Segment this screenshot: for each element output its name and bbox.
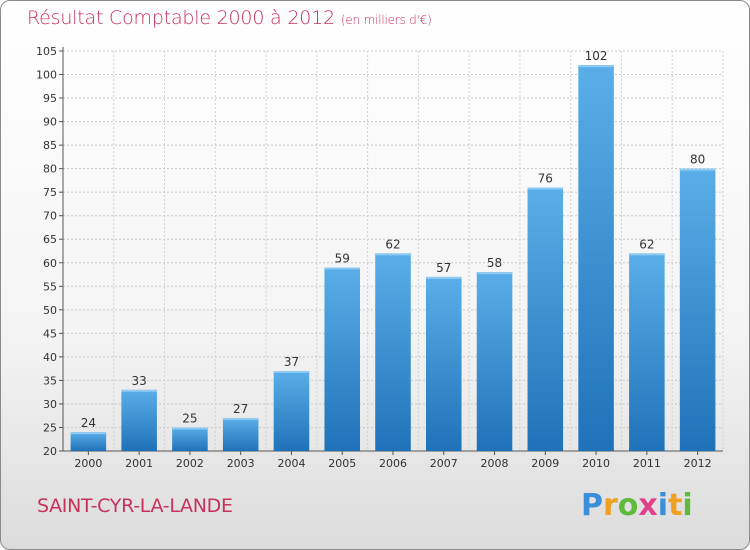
y-tick-label: 75 (43, 186, 57, 199)
bar (70, 432, 107, 451)
y-tick-label: 70 (43, 210, 57, 223)
logo-letter: i (657, 488, 669, 523)
y-tick-label: 30 (43, 398, 57, 411)
x-tick-label: 2001 (125, 457, 153, 470)
bar-value-label: 24 (81, 416, 96, 430)
chart-title-text: Résultat Comptable 2000 à 2012 (27, 7, 335, 29)
y-tick-label: 35 (43, 374, 57, 387)
x-tick-label: 2010 (582, 457, 610, 470)
x-tick-label: 2004 (277, 457, 305, 470)
bar-top-highlight (273, 371, 310, 373)
x-tick-label: 2012 (684, 457, 712, 470)
y-tick-label: 50 (43, 304, 57, 317)
y-tick-label: 60 (43, 257, 57, 270)
bar-top-highlight (70, 432, 107, 435)
bar (273, 371, 310, 451)
bar-top-highlight (679, 168, 716, 171)
bar-top-highlight (121, 389, 157, 392)
bar-top-highlight (375, 253, 411, 256)
bar-value-label: 33 (132, 374, 147, 388)
bar-value-label: 62 (639, 237, 654, 251)
bar (375, 253, 411, 451)
y-tick-label: 100 (36, 69, 57, 82)
bar-top-highlight (172, 427, 208, 430)
x-tick-label: 2007 (430, 457, 458, 470)
x-tick-label: 2002 (176, 457, 204, 470)
bar-top-highlight (578, 65, 614, 68)
bar (172, 427, 208, 451)
chart-subtitle: (en milliers d'€) (340, 13, 432, 27)
bar-value-label: 27 (233, 402, 248, 416)
bar-top-highlight (324, 267, 360, 270)
bar (426, 276, 462, 451)
bar-top-highlight (426, 276, 462, 279)
proxiti-logo[interactable]: Proxiti (581, 488, 693, 523)
x-tick-label: 2011 (633, 457, 661, 470)
bar-value-label: 59 (335, 251, 350, 265)
bar (679, 168, 716, 451)
bar-value-label: 58 (487, 256, 502, 270)
y-tick-label: 40 (43, 351, 57, 364)
y-tick-label: 65 (43, 233, 57, 246)
bar-value-label: 102 (585, 49, 608, 63)
logo-letter: x (638, 488, 658, 523)
bar-top-highlight (476, 272, 513, 275)
y-tick-label: 55 (43, 280, 57, 293)
x-tick-label: 2000 (74, 457, 102, 470)
bar-value-label: 62 (385, 237, 400, 251)
bar-top-highlight (527, 187, 564, 190)
logo-letter: t (668, 488, 683, 523)
bar-value-label: 57 (436, 261, 451, 275)
bar (527, 187, 564, 451)
y-tick-label: 85 (43, 139, 57, 152)
x-tick-label: 2005 (328, 457, 356, 470)
y-tick-label: 80 (43, 163, 57, 176)
x-tick-label: 2003 (227, 457, 255, 470)
logo-letter: P (581, 488, 603, 523)
chart-title: Résultat Comptable 2000 à 2012 (en millie… (27, 7, 432, 29)
bar-value-label: 80 (690, 153, 705, 167)
x-tick-label: 2009 (531, 457, 559, 470)
bar-value-label: 25 (182, 411, 197, 425)
logo-letter: o (617, 488, 639, 523)
bar (324, 267, 360, 451)
bar (222, 418, 259, 451)
y-tick-label: 25 (43, 421, 57, 434)
bar (578, 65, 614, 451)
bar-value-label: 37 (284, 355, 299, 369)
commune-name: SAINT-CYR-LA-LANDE (37, 495, 233, 517)
logo-letter: i (682, 488, 693, 523)
bar (121, 389, 157, 451)
bar (476, 272, 513, 451)
y-tick-label: 105 (36, 45, 57, 58)
bar-top-highlight (629, 253, 665, 256)
bar (629, 253, 665, 451)
y-tick-label: 95 (43, 92, 57, 105)
bar-value-label: 76 (538, 171, 553, 185)
y-tick-label: 90 (43, 116, 57, 129)
logo-letter: r (603, 488, 618, 523)
y-tick-label: 20 (43, 445, 57, 458)
bar-top-highlight (222, 418, 259, 421)
y-tick-label: 45 (43, 327, 57, 340)
x-tick-label: 2008 (481, 457, 509, 470)
x-tick-label: 2006 (379, 457, 407, 470)
